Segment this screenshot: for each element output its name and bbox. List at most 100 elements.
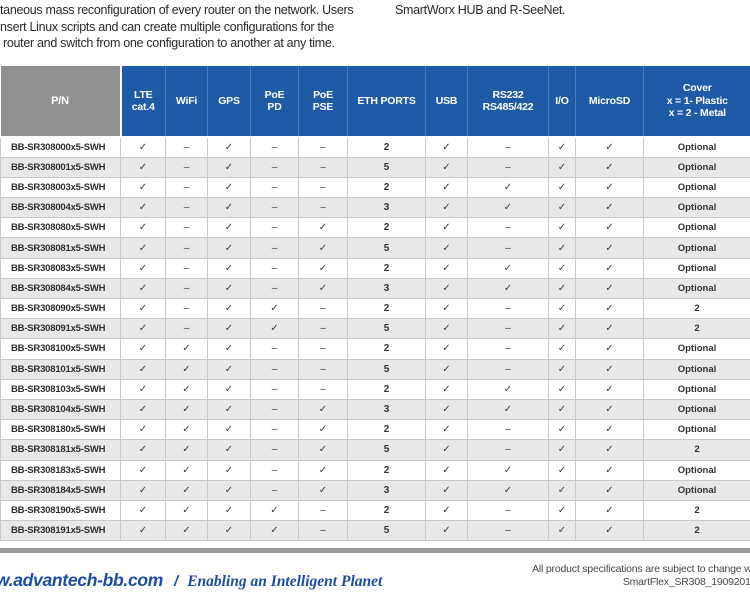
spec-cell: ✓	[298, 439, 348, 461]
spec-cell: ✓	[120, 520, 166, 542]
spec-cell: ✓	[425, 459, 468, 481]
spec-cell: –	[165, 318, 208, 340]
spec-cell: ✓	[425, 318, 468, 340]
table-row: BB-SR308101x5-SWH ✓ ✓ ✓ – –5 ✓ – ✓ ✓ Optional	[0, 358, 750, 380]
spec-cell: –	[250, 176, 299, 199]
spec-cell: ✓	[250, 499, 299, 522]
table-row: BB-SR308004x5-SWH ✓ – ✓ – –3 ✓ ✓ ✓ ✓ Optional	[0, 197, 750, 219]
spec-cell: –	[298, 176, 348, 199]
spec-cell: ✓	[120, 217, 166, 239]
table-row: BB-SR308000x5-SWH ✓ – ✓ – –2 ✓ – ✓ ✓ Optional	[0, 136, 750, 158]
spec-cell: ✓	[120, 459, 166, 481]
spec-table-header: P/N LTE cat.4 WiFi GPS PoE PD PoE PSE ET…	[0, 66, 750, 138]
spec-cell: Optional	[643, 136, 750, 158]
part-number-cell: BB-SR308181x5-SWH	[0, 439, 121, 461]
spec-cell: ✓	[548, 459, 576, 481]
spec-cell: 2	[643, 439, 750, 461]
spec-cell: Optional	[643, 277, 750, 300]
spec-cell: ✓	[165, 459, 208, 481]
spec-cell: 2	[347, 499, 426, 522]
spec-cell: ✓	[575, 297, 644, 320]
spec-cell: 2	[347, 338, 426, 360]
spec-cell: ✓	[120, 439, 166, 461]
spec-cell: 2	[347, 257, 426, 279]
spec-cell: 2	[347, 176, 426, 199]
spec-cell: –	[467, 136, 549, 158]
spec-cell: ✓	[120, 499, 166, 522]
spec-cell: ✓	[425, 419, 468, 441]
column-header-usb: USB	[425, 66, 468, 138]
footer-document-id: SmartFlex_SR308_19092017d	[622, 575, 750, 588]
spec-cell: ✓	[207, 197, 251, 219]
spec-cell: ✓	[120, 479, 166, 501]
footer-tagline: Enabling an Intelligent Planet	[187, 573, 383, 590]
spec-cell: ✓	[207, 499, 251, 522]
spec-cell: ✓	[425, 197, 468, 219]
spec-cell: ✓	[425, 520, 468, 542]
spec-cell: ✓	[425, 358, 468, 380]
spec-cell: ✓	[548, 419, 576, 441]
spec-cell: ✓	[548, 338, 576, 360]
spec-cell: ✓	[298, 419, 348, 441]
spec-cell: ✓	[207, 297, 251, 320]
column-header-pn: P/N	[0, 66, 122, 138]
spec-cell: –	[298, 338, 348, 360]
spec-cell: –	[467, 419, 549, 441]
spec-cell: ✓	[575, 136, 644, 158]
spec-cell: 2	[347, 297, 426, 320]
spec-cell: –	[298, 358, 348, 380]
spec-cell: ✓	[165, 398, 208, 421]
spec-cell: ✓	[165, 338, 208, 360]
spec-cell: –	[250, 419, 299, 441]
column-header-lte: LTE cat.4	[120, 66, 166, 138]
spec-cell: ✓	[467, 459, 549, 481]
spec-cell: ✓	[575, 439, 644, 461]
spec-cell: –	[250, 479, 299, 501]
spec-cell: ✓	[120, 318, 166, 340]
table-row: BB-SR308103x5-SWH ✓ ✓ ✓ – –2 ✓ ✓ ✓ ✓ Optional	[0, 378, 750, 400]
spec-cell: Optional	[643, 217, 750, 239]
spec-cell: 2	[643, 318, 750, 340]
column-header-poe-pse: PoE PSE	[298, 66, 348, 138]
spec-cell: ✓	[548, 398, 576, 421]
spec-cell: ✓	[425, 439, 468, 461]
spec-cell: ✓	[425, 156, 468, 178]
spec-cell: ✓	[207, 257, 251, 279]
spec-cell: 5	[347, 318, 426, 340]
spec-cell: ✓	[575, 459, 644, 481]
part-number-cell: BB-SR308004x5-SWH	[0, 197, 121, 219]
spec-cell: 5	[347, 358, 426, 380]
spec-cell: ✓	[165, 439, 208, 461]
spec-cell: –	[250, 156, 299, 178]
spec-cell: ✓	[298, 479, 348, 501]
intro-line: nsert Linux scripts and can create multi…	[0, 19, 334, 34]
footer-disclaimer-line: All product specifications are subject t…	[532, 563, 750, 575]
spec-cell: –	[250, 217, 299, 239]
table-row: BB-SR308100x5-SWH ✓ ✓ ✓ – –2 ✓ – ✓ ✓ Optional	[0, 338, 750, 360]
spec-cell: ✓	[165, 520, 208, 542]
spec-cell: 2	[643, 297, 750, 320]
part-number-cell: BB-SR308101x5-SWH	[0, 358, 121, 380]
spec-cell: Optional	[643, 459, 750, 481]
spec-cell: –	[467, 338, 549, 360]
spec-cell: ✓	[425, 398, 468, 421]
column-header-wifi: WiFi	[165, 66, 208, 138]
column-header-eth-ports: ETH PORTS	[347, 66, 426, 138]
spec-cell: Optional	[643, 338, 750, 360]
spec-cell: ✓	[425, 237, 468, 259]
spec-cell: ✓	[425, 257, 468, 279]
spec-cell: ✓	[250, 520, 299, 542]
spec-cell: ✓	[575, 318, 644, 340]
spec-cell: 2	[347, 459, 426, 481]
spec-cell: ✓	[207, 277, 251, 300]
spec-cell: ✓	[467, 176, 549, 199]
spec-cell: ✓	[575, 197, 644, 219]
spec-cell: –	[250, 439, 299, 461]
spec-cell: ✓	[467, 398, 549, 421]
spec-cell: 2	[643, 520, 750, 542]
footer-website-link[interactable]: w.advantech-bb.com	[0, 570, 164, 590]
part-number-cell: BB-SR308100x5-SWH	[0, 338, 121, 360]
spec-cell: 3	[347, 479, 426, 501]
intro-line: router and switch from one configuration…	[3, 36, 335, 51]
spec-cell: ✓	[425, 479, 468, 501]
